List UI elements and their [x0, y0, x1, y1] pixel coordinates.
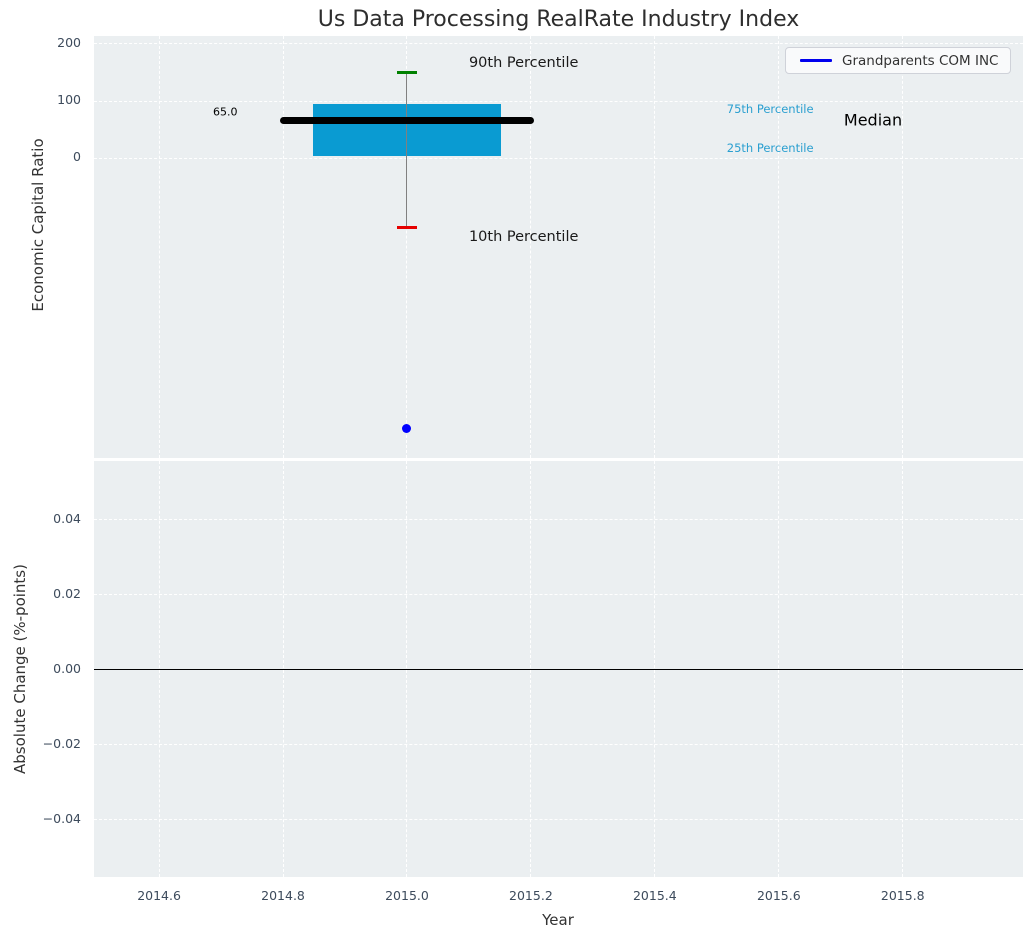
median-line — [279, 117, 535, 125]
p90-cap — [397, 70, 417, 74]
y-tick-label: 0 — [73, 149, 81, 165]
chart-annotation: 25th Percentile — [726, 141, 814, 156]
y-tick-label: 0.00 — [53, 660, 81, 676]
bottom-y-axis-label: Absolute Change (%-points) — [11, 564, 29, 774]
x-tick-label: 2015.4 — [632, 888, 677, 903]
legend: Grandparents COM INC — [785, 47, 1012, 74]
gridline-horizontal — [94, 43, 1023, 45]
x-axis-label: Year — [542, 911, 574, 929]
gridline-horizontal — [94, 819, 1023, 821]
chart-annotation: 90th Percentile — [468, 54, 579, 71]
gridline-horizontal — [94, 100, 1023, 102]
plot-background — [94, 36, 1023, 458]
x-tick-label: 2014.8 — [261, 888, 305, 903]
gridline-horizontal — [94, 669, 1023, 671]
x-tick-label: 2015.0 — [385, 888, 429, 903]
top-y-axis-label: Economic Capital Ratio — [29, 138, 47, 312]
chart-annotation: 75th Percentile — [726, 101, 814, 116]
x-tick-label: 2015.6 — [756, 888, 801, 903]
gridline-horizontal — [94, 744, 1023, 746]
legend-series-label: Grandparents COM INC — [842, 52, 999, 69]
y-tick-label: 100 — [57, 92, 81, 107]
gridline-horizontal — [94, 594, 1023, 596]
chart-annotation: 10th Percentile — [468, 229, 579, 246]
gridline-vertical — [406, 36, 408, 458]
y-tick-label: 0.02 — [53, 585, 81, 601]
gridline-vertical — [902, 36, 904, 458]
gridline-vertical — [282, 36, 284, 458]
legend-line-swatch — [800, 59, 832, 62]
y-tick-label: −0.02 — [42, 735, 81, 751]
gridline-vertical — [654, 36, 656, 458]
gridline-horizontal — [94, 519, 1023, 521]
x-tick-label: 2015.2 — [509, 888, 553, 903]
y-tick-label: −0.04 — [42, 810, 81, 826]
chart-title: Us Data Processing RealRate Industry Ind… — [317, 7, 800, 32]
x-tick-label: 2015.8 — [880, 888, 925, 903]
x-tick-label: 2014.6 — [137, 888, 181, 903]
gridline-horizontal — [94, 157, 1023, 159]
chart-annotation: 65.0 — [212, 105, 238, 119]
p10-cap — [397, 226, 417, 230]
chart-annotation: Median — [843, 110, 903, 130]
gridline-vertical — [158, 36, 160, 458]
y-tick-label: 200 — [57, 34, 81, 50]
gridline-vertical — [778, 36, 780, 458]
zero-line — [94, 668, 1023, 670]
gridline-vertical — [530, 36, 532, 458]
whisker-line — [406, 72, 408, 228]
company-data-point — [402, 424, 412, 434]
y-tick-label: 0.04 — [53, 510, 81, 526]
